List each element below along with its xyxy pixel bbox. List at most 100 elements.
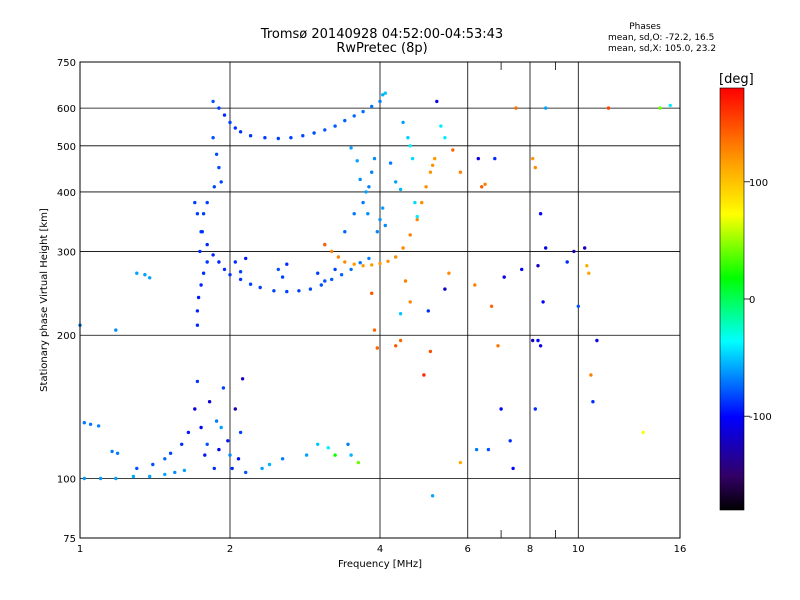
data-point bbox=[474, 447, 479, 452]
data-point bbox=[383, 223, 387, 228]
data-point bbox=[214, 419, 219, 423]
data-point bbox=[422, 373, 426, 377]
data-point bbox=[217, 447, 221, 452]
chart-title: Tromsø 20140928 04:52:00-04:53:43 bbox=[260, 27, 503, 42]
data-point bbox=[207, 400, 212, 404]
data-point bbox=[536, 264, 540, 268]
data-point bbox=[489, 304, 494, 308]
data-point bbox=[583, 246, 587, 250]
data-point bbox=[201, 212, 206, 216]
data-point bbox=[217, 165, 221, 170]
data-point bbox=[219, 425, 223, 430]
data-point bbox=[285, 289, 289, 294]
data-point bbox=[163, 457, 167, 461]
data-point bbox=[372, 328, 377, 332]
data-point bbox=[458, 460, 463, 465]
data-point bbox=[195, 212, 200, 216]
data-point bbox=[333, 124, 337, 128]
data-point bbox=[403, 279, 408, 283]
data-point bbox=[205, 442, 209, 446]
data-point bbox=[316, 442, 320, 446]
data-point bbox=[426, 309, 430, 313]
data-point bbox=[217, 106, 221, 110]
data-point bbox=[358, 261, 362, 265]
data-point bbox=[381, 206, 385, 210]
data-point bbox=[230, 466, 234, 471]
data-point bbox=[323, 128, 327, 132]
data-point bbox=[383, 91, 387, 95]
data-point bbox=[182, 468, 187, 473]
stats-line-o: mean, sd,O: -72.2, 16.5 bbox=[608, 33, 714, 43]
data-point bbox=[244, 256, 248, 261]
data-point bbox=[424, 185, 428, 189]
data-point bbox=[352, 114, 356, 118]
stats-line-x: mean, sd,X: 105.0, 23.2 bbox=[608, 44, 716, 54]
data-point bbox=[343, 260, 347, 264]
data-point bbox=[212, 466, 216, 471]
data-point bbox=[508, 439, 512, 443]
data-point bbox=[410, 156, 415, 161]
data-point bbox=[473, 283, 477, 287]
x-tick-labels: 1 2 4 6 8 10 16 bbox=[77, 544, 687, 555]
data-point bbox=[364, 190, 368, 194]
data-point bbox=[496, 344, 500, 348]
data-point bbox=[430, 494, 435, 498]
data-point bbox=[222, 267, 227, 272]
data-point bbox=[401, 120, 405, 125]
data-point bbox=[195, 379, 200, 384]
data-point bbox=[589, 373, 593, 377]
data-point bbox=[415, 217, 419, 222]
x-tick-label: 10 bbox=[572, 544, 585, 555]
data-point bbox=[346, 442, 350, 446]
data-point bbox=[352, 212, 356, 216]
data-point bbox=[367, 256, 371, 261]
data-point bbox=[193, 200, 197, 205]
data-point bbox=[398, 312, 403, 316]
data-point bbox=[349, 267, 353, 272]
data-point bbox=[595, 338, 599, 343]
data-point bbox=[398, 338, 403, 343]
data-point bbox=[668, 103, 672, 108]
data-point bbox=[114, 328, 118, 332]
data-point bbox=[361, 109, 365, 114]
y-tick-label: 600 bbox=[57, 104, 76, 115]
data-point bbox=[372, 156, 377, 161]
data-point bbox=[199, 425, 203, 430]
data-point bbox=[205, 242, 209, 247]
data-point bbox=[308, 287, 313, 291]
data-point bbox=[381, 93, 385, 97]
data-point bbox=[326, 446, 330, 450]
data-point bbox=[538, 212, 543, 216]
data-point bbox=[180, 442, 184, 446]
data-point bbox=[420, 200, 424, 205]
data-point bbox=[415, 214, 419, 219]
data-point bbox=[148, 474, 152, 479]
data-point bbox=[443, 136, 447, 140]
y-tick-label: 100 bbox=[57, 475, 76, 486]
data-point bbox=[173, 470, 177, 475]
data-point bbox=[339, 273, 344, 277]
data-point bbox=[135, 466, 139, 471]
data-point bbox=[285, 262, 289, 266]
data-point bbox=[228, 120, 232, 125]
data-point bbox=[195, 309, 200, 313]
y-tick-label: 400 bbox=[57, 188, 76, 199]
data-point bbox=[541, 300, 545, 304]
data-point bbox=[244, 470, 248, 475]
data-point bbox=[233, 407, 237, 411]
data-point bbox=[212, 185, 216, 189]
data-point bbox=[301, 134, 305, 138]
data-point bbox=[349, 146, 353, 150]
data-point bbox=[370, 291, 374, 295]
colorbar-unit-label: [deg] bbox=[719, 72, 754, 87]
data-point bbox=[531, 338, 535, 343]
data-point bbox=[82, 476, 87, 481]
data-point bbox=[531, 156, 535, 161]
data-point bbox=[199, 283, 203, 287]
data-point bbox=[238, 130, 243, 134]
data-point bbox=[272, 289, 276, 293]
data-point bbox=[358, 177, 362, 182]
data-point bbox=[538, 344, 543, 348]
data-point bbox=[413, 200, 417, 205]
